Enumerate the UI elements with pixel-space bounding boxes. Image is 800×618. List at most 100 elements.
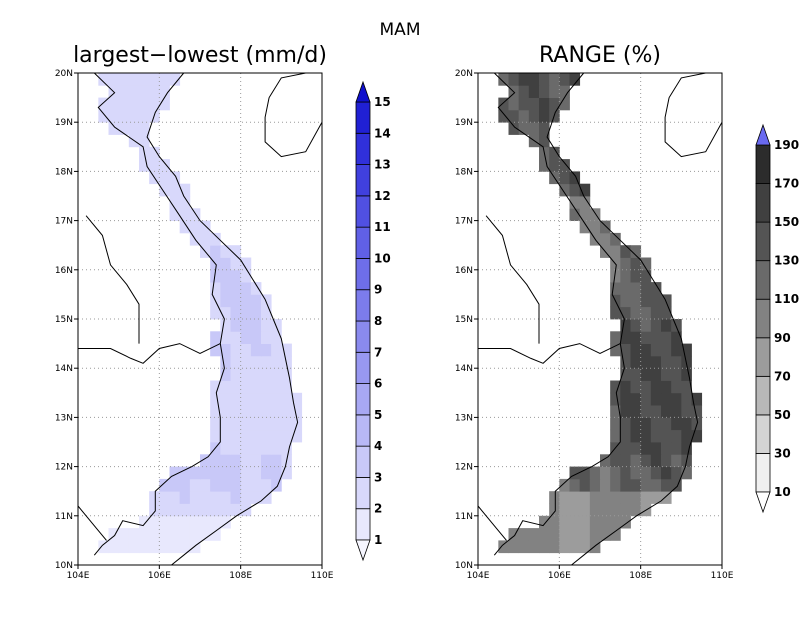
- grid-cell: [579, 503, 591, 517]
- x-tick-label: 104E: [67, 571, 90, 581]
- grid-cell: [681, 417, 692, 431]
- grid-cell: [281, 429, 292, 443]
- grid-cell: [189, 220, 201, 234]
- grid-cell: [230, 442, 242, 455]
- grid-cell: [650, 417, 662, 431]
- grid-cell: [250, 417, 262, 431]
- y-tick-label: 18N: [55, 167, 73, 177]
- grid-cell: [118, 122, 130, 135]
- grid-cell: [620, 503, 631, 517]
- y-tick-label: 20N: [55, 69, 73, 79]
- grid-cell: [271, 368, 282, 381]
- grid-cell: [620, 269, 631, 283]
- grid-cell: [250, 331, 262, 344]
- grid-cell: [508, 109, 520, 123]
- colorbar-label: 30: [774, 446, 791, 460]
- grid-cell: [271, 478, 282, 492]
- grid-cell: [220, 454, 231, 467]
- grid-cell: [650, 319, 662, 332]
- grid-cell: [179, 196, 191, 209]
- grid-cell: [128, 540, 140, 554]
- grid-cell: [220, 417, 231, 431]
- grid-cell: [508, 73, 520, 86]
- grid-cell: [240, 331, 252, 344]
- grid-cell: [630, 368, 642, 381]
- grid-cell: [149, 97, 160, 111]
- grid-cell: [189, 515, 201, 529]
- grid-cell: [118, 540, 130, 554]
- y-tick-label: 15N: [55, 315, 73, 325]
- grid-cell: [210, 528, 221, 541]
- grid-cell: [240, 491, 252, 504]
- y-tick-label: 13N: [55, 413, 73, 423]
- grid-cell: [200, 528, 211, 541]
- grid-cell: [610, 528, 621, 541]
- grid-cell: [579, 196, 591, 209]
- grid-cell: [240, 478, 252, 492]
- grid-cell: [620, 282, 631, 295]
- grid-cell: [169, 503, 181, 517]
- grid-cell: [118, 73, 130, 86]
- grid-cell: [210, 515, 221, 529]
- colorbar-segment: [355, 383, 371, 416]
- grid-cell: [498, 97, 509, 111]
- grid-cell: [620, 380, 631, 394]
- grid-cell: [650, 454, 662, 467]
- colorbar-label: 13: [374, 158, 391, 172]
- grid-cell: [108, 109, 120, 123]
- grid-cell: [579, 220, 591, 234]
- grid-cell: [159, 171, 170, 185]
- grid-cell: [650, 429, 662, 443]
- grid-cell: [220, 466, 231, 480]
- grid-cell: [630, 429, 642, 443]
- grid-cell: [600, 220, 611, 234]
- grid-cell: [579, 491, 591, 504]
- grid-cell: [240, 282, 252, 295]
- grid-cell: [281, 368, 292, 381]
- grid-cell: [681, 429, 692, 443]
- grid-cell: [640, 380, 652, 394]
- grid-cell: [98, 73, 109, 86]
- grid-cell: [661, 294, 672, 308]
- y-tick-label: 17N: [55, 217, 73, 227]
- grid-cell: [189, 466, 201, 480]
- grid-cell: [250, 294, 262, 308]
- grid-cell: [240, 368, 252, 381]
- grid-cell: [671, 392, 682, 406]
- colorbar-segment: [355, 195, 371, 228]
- grid-cell: [250, 355, 262, 369]
- grid-cell: [671, 466, 682, 480]
- grid-cell: [610, 343, 621, 357]
- island-outline: [264, 72, 323, 158]
- grid-cell: [179, 183, 191, 197]
- grid-cell: [230, 392, 242, 406]
- grid-cell: [230, 343, 242, 357]
- grid-cell: [189, 491, 201, 504]
- grid-cell: [250, 380, 262, 394]
- grid-cell: [620, 405, 631, 418]
- grid-cell: [661, 491, 672, 504]
- x-tick-label: 106E: [548, 571, 571, 581]
- grid-cell: [661, 442, 672, 455]
- grid-cell: [549, 146, 560, 160]
- grid-cell: [179, 503, 191, 517]
- grid-cell: [118, 109, 130, 123]
- grid-cell: [159, 478, 170, 492]
- grid-cell: [220, 343, 231, 357]
- grid-cell: [271, 466, 282, 480]
- colorbar-label: 8: [374, 314, 382, 328]
- grid-cell: [559, 503, 570, 517]
- grid-cell: [139, 540, 150, 554]
- grid-cell: [108, 97, 120, 111]
- grid-cell: [281, 405, 292, 418]
- x-tick-label: 104E: [467, 571, 490, 581]
- grid-cell: [671, 331, 682, 344]
- grid-cell: [518, 122, 530, 135]
- grid-cell: [261, 491, 272, 504]
- grid-cell: [671, 355, 682, 369]
- grid-cell: [610, 417, 621, 431]
- grid-cell: [579, 540, 591, 554]
- grid-cell: [640, 343, 652, 357]
- grid-cell: [261, 466, 272, 480]
- grid-cell: [640, 417, 652, 431]
